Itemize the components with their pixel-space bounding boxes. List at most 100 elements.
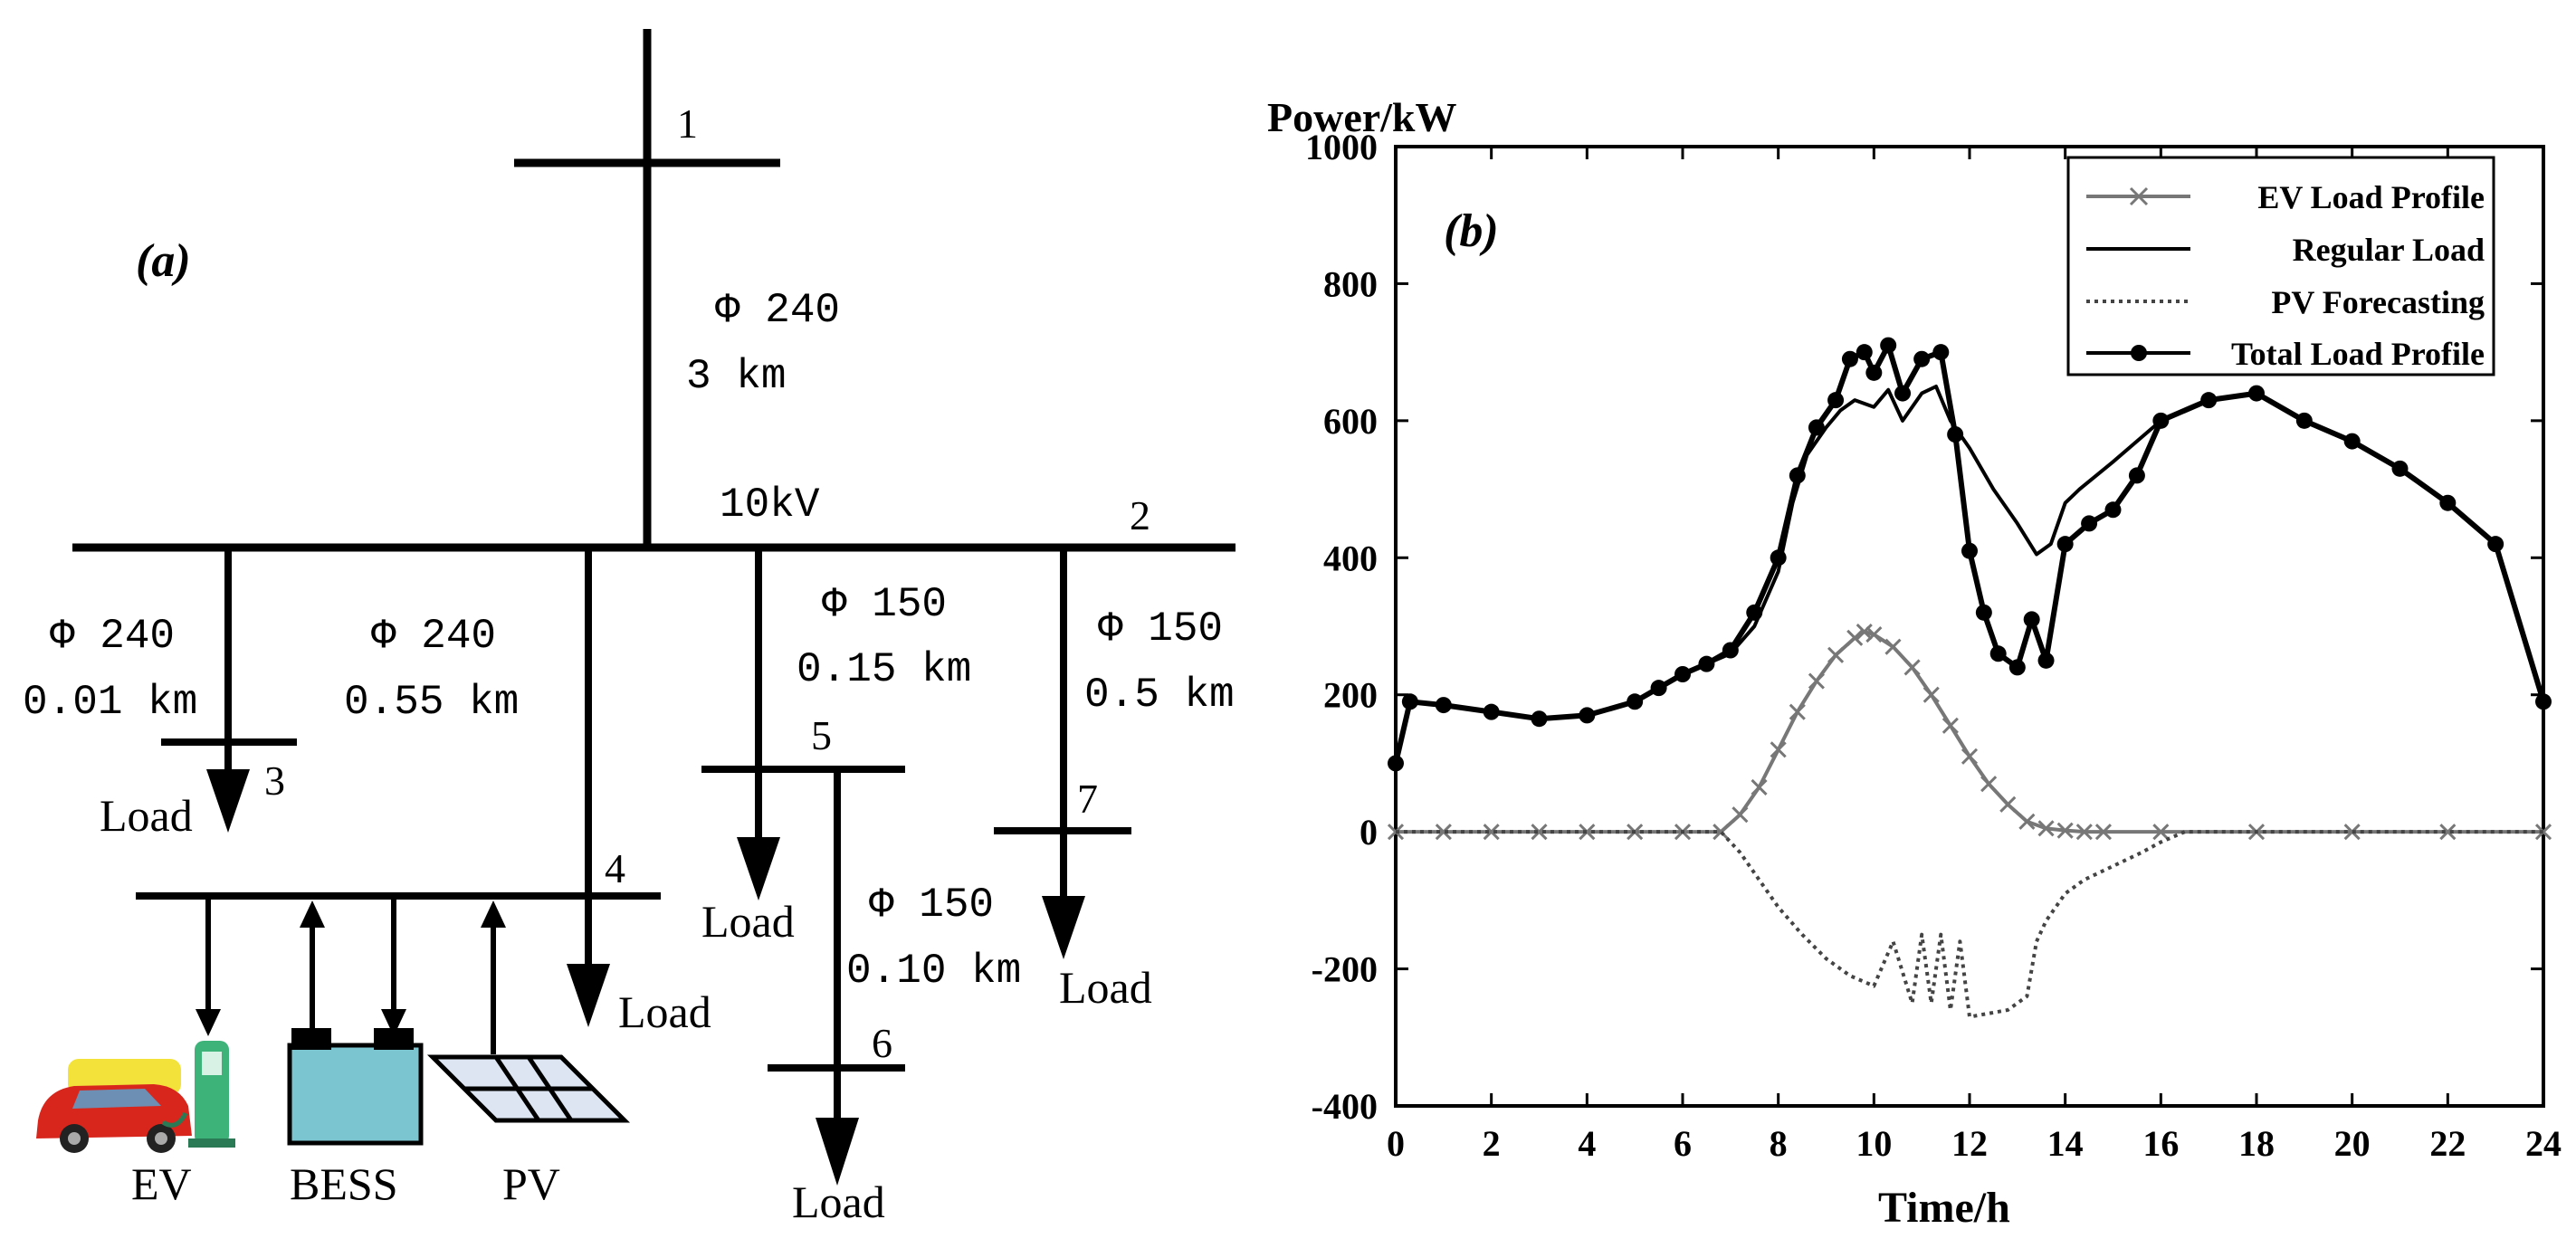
series-line-pv-forecasting (1396, 830, 2543, 1019)
data-point (2534, 824, 2552, 841)
legend-label-pv-forecasting: PV Forecasting (2271, 284, 2485, 320)
line-2-3-length: 0.01 km (23, 679, 197, 726)
data-point (1627, 693, 1644, 710)
data-point (1579, 707, 1596, 724)
data-point (1435, 697, 1452, 714)
series-total-load-profile (1388, 337, 2552, 772)
load-arrow-6 (816, 1118, 859, 1186)
bus-label-7: 7 (1077, 776, 1098, 822)
data-point (1483, 703, 1500, 720)
data-point (2081, 515, 2098, 532)
data-point (1846, 629, 1864, 646)
y-axis-label: Power/kW (1267, 94, 1457, 140)
load-label-4: Load (618, 986, 711, 1037)
data-point (2152, 412, 2170, 429)
data-point (1388, 755, 1404, 772)
series-regular-load (1394, 385, 2545, 764)
line-1-2-length: 3 km (686, 353, 786, 400)
load-arrow-3 (206, 769, 250, 833)
panel-a-label: (a) (136, 235, 191, 287)
legend-marker (2131, 345, 2147, 361)
data-point (2343, 824, 2361, 841)
line-2-7-length: 0.5 km (1084, 672, 1235, 719)
data-point (2343, 433, 2361, 450)
line-2-5-conductor: Φ 150 (822, 581, 947, 628)
data-point (2152, 824, 2170, 841)
data-point (1913, 350, 1931, 367)
line-5-6-conductor: Φ 150 (869, 881, 994, 929)
x-tick-label: 10 (1856, 1123, 1892, 1164)
data-point (1698, 655, 1715, 672)
data-point (1483, 824, 1500, 841)
ev-icon (36, 1041, 235, 1153)
data-point (2439, 494, 2457, 511)
data-point (2439, 824, 2457, 841)
line-2-7-conductor: Φ 150 (1098, 605, 1223, 653)
data-point (1989, 645, 2007, 662)
legend-box (2066, 156, 2495, 376)
x-tick-label: 0 (1387, 1123, 1405, 1164)
bess-charge-arrow (381, 1009, 406, 1036)
y-tick-label: -400 (1312, 1086, 1378, 1127)
data-point (1856, 623, 1873, 641)
pv-arrow (481, 900, 506, 928)
data-point (2008, 659, 2026, 676)
network-diagram: (a) (23, 29, 1236, 1227)
voltage-label: 10kV (720, 481, 820, 529)
x-tick-label: 6 (1674, 1123, 1692, 1164)
series-pv-forecasting (1396, 830, 2543, 1019)
ev-arrow (196, 1009, 221, 1036)
data-point (1856, 344, 1873, 361)
x-tick-label: 12 (1951, 1123, 1988, 1164)
data-point (2248, 385, 2265, 402)
x-tick-label: 8 (1770, 1123, 1788, 1164)
data-point (1922, 686, 1940, 703)
series-ev-load-profile (1387, 623, 2552, 841)
data-point (1841, 350, 1858, 367)
data-point (1894, 385, 1912, 402)
data-point (1975, 604, 1992, 621)
data-point (2535, 693, 2552, 710)
data-point (1770, 549, 1787, 567)
data-point (1732, 806, 1749, 824)
data-point (2391, 460, 2409, 477)
data-point (1827, 392, 1845, 409)
y-tick-label: -200 (1312, 949, 1378, 990)
legend: EV Load Profile Regular Load PV Forecastin… (2066, 156, 2495, 376)
legend-label-total-load-profile: Total Load Profile (2231, 336, 2485, 372)
data-point (1722, 642, 1739, 659)
x-axis-label: Time/h (1878, 1184, 2010, 1232)
data-point (2075, 824, 2093, 841)
data-point (2487, 536, 2504, 553)
y-tick-label: 200 (1323, 675, 1378, 716)
x-tick-label: 18 (2238, 1123, 2275, 1164)
data-point (1650, 680, 1667, 697)
data-point (2128, 467, 2145, 484)
bus-label-1: 1 (677, 100, 698, 147)
data-point (1947, 426, 1964, 443)
data-point (2037, 652, 2055, 669)
data-point (1942, 717, 1959, 734)
data-point (1808, 672, 1825, 690)
load-arrow-7 (1042, 896, 1085, 959)
y-tick-label: 400 (1323, 538, 1378, 578)
y-tick-label: 600 (1323, 401, 1378, 442)
data-point (2200, 392, 2218, 409)
bus-label-5: 5 (811, 712, 832, 758)
data-point (2023, 611, 2040, 628)
data-point (1674, 666, 1691, 682)
legend-label-regular-load: Regular Load (2293, 232, 2485, 268)
data-point (2018, 813, 2036, 830)
load-label-7: Load (1059, 962, 1152, 1013)
data-point (1531, 710, 1548, 728)
data-point (2056, 822, 2074, 839)
y-tick-label: 800 (1323, 263, 1378, 304)
data-point (1903, 659, 1921, 676)
data-point (2037, 820, 2055, 837)
device-label-bess: BESS (290, 1158, 398, 1209)
line-5-6-length: 0.10 km (846, 948, 1021, 995)
data-point (1401, 693, 1418, 710)
data-point (1880, 337, 1897, 354)
data-point (1865, 626, 1883, 643)
series-layer (1387, 337, 2552, 1019)
